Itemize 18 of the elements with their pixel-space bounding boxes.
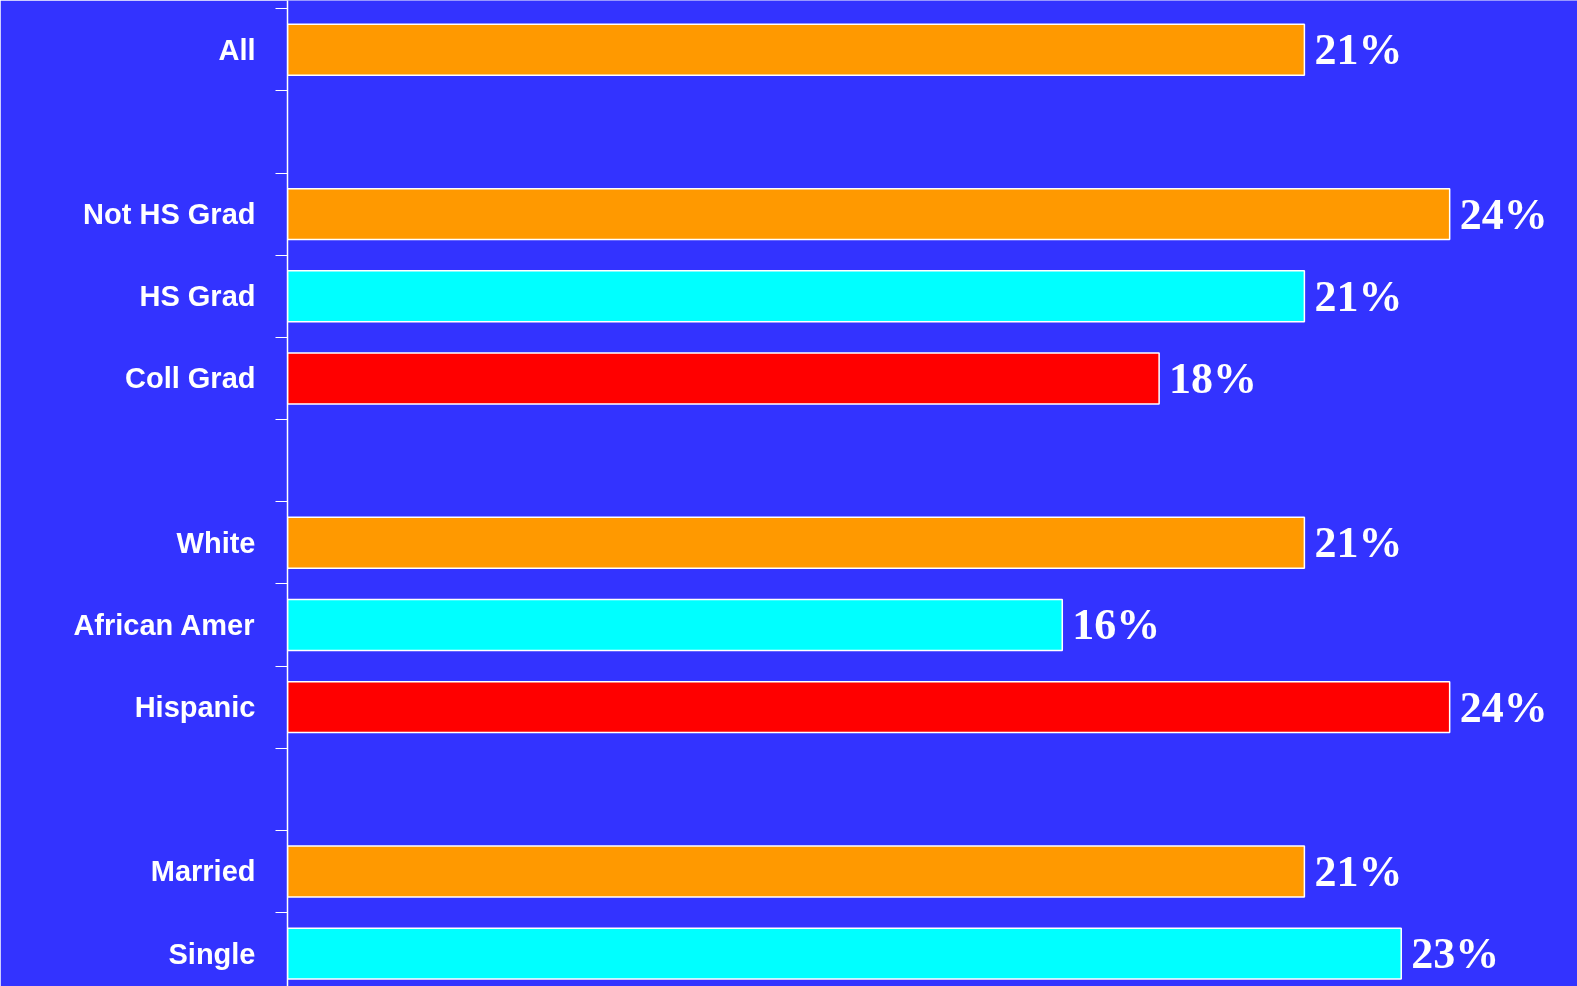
data-label: 21%: [1314, 846, 1403, 896]
y-tick-label: Married: [150, 855, 256, 888]
y-tick-label: HS Grad: [139, 280, 256, 313]
data-label: 24%: [1459, 189, 1548, 239]
data-label: 18%: [1169, 353, 1258, 403]
y-tick-label: Single: [168, 937, 256, 970]
y-tick-label: Hispanic: [134, 691, 256, 724]
data-label: 21%: [1314, 25, 1403, 75]
y-tick-label: White: [176, 526, 256, 559]
data-label: 21%: [1314, 271, 1403, 321]
y-tick-label: All: [218, 33, 256, 66]
y-tick-label: Not HS Grad: [83, 198, 256, 231]
data-label: 23%: [1411, 929, 1500, 979]
y-tick-label: Coll Grad: [124, 362, 256, 395]
data-label: 16%: [1072, 600, 1161, 650]
data-label: 21%: [1314, 518, 1403, 568]
y-tick-label: African Amer: [73, 608, 255, 641]
data-label: 24%: [1459, 682, 1548, 732]
